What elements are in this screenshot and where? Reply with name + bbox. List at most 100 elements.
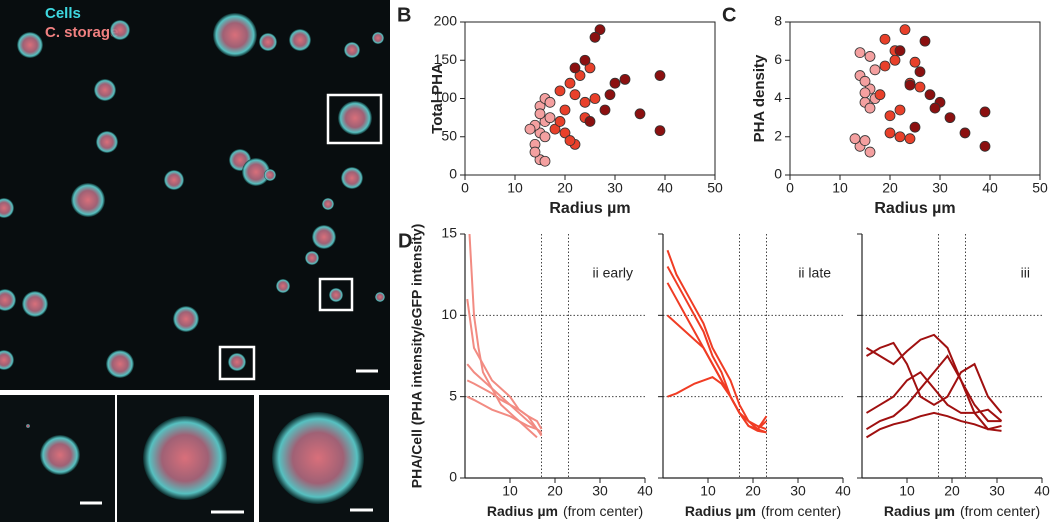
point	[889, 54, 901, 66]
point	[879, 33, 891, 45]
point	[849, 133, 861, 145]
point	[859, 135, 871, 146]
point	[569, 89, 581, 101]
point	[854, 47, 866, 58]
line	[466, 363, 543, 434]
x-tick-label: 30	[989, 483, 1005, 499]
x-axis-label-main: Radius µm	[685, 503, 756, 519]
point	[574, 70, 586, 81]
x-tick-label: 0	[461, 180, 469, 196]
x-tick-label: 20	[745, 483, 761, 499]
cell	[259, 33, 277, 51]
point	[914, 81, 926, 93]
point	[564, 135, 576, 146]
point	[634, 108, 646, 120]
point	[539, 131, 551, 143]
x-tick-label: 20	[944, 483, 960, 499]
cell	[228, 353, 246, 371]
point	[564, 77, 576, 89]
y-tick-label: 100	[434, 89, 458, 105]
panel-label: iii	[1021, 265, 1030, 281]
y-tick-label: 150	[434, 51, 458, 67]
point	[619, 73, 631, 85]
x-tick-label: 40	[657, 180, 673, 196]
cell	[143, 416, 227, 500]
cell	[264, 169, 276, 181]
x-tick-label: 40	[835, 483, 851, 499]
point	[529, 146, 541, 158]
point	[869, 64, 881, 76]
cell	[0, 289, 16, 311]
point	[979, 106, 991, 118]
cell	[96, 131, 118, 153]
point	[584, 116, 596, 127]
plot-frame	[789, 21, 1041, 176]
point	[859, 87, 871, 99]
point	[599, 104, 611, 116]
point	[879, 60, 891, 72]
cell	[110, 20, 130, 40]
y-axis-label: Total PHA	[429, 63, 446, 134]
point	[909, 56, 921, 68]
panel-letter: B	[397, 4, 411, 26]
point	[554, 116, 566, 127]
x-axis-label-main: Radius µm	[487, 503, 558, 519]
y-tick-label: 10	[441, 306, 457, 322]
y-tick-label: 2	[774, 127, 782, 143]
point	[539, 155, 551, 167]
point	[584, 62, 596, 74]
line	[466, 298, 543, 437]
x-tick-label: 10	[507, 180, 523, 196]
y-axis-label: PHA/Cell (PHA intensity/eGFP intensity)	[409, 224, 425, 489]
cell	[71, 183, 105, 217]
point	[874, 89, 886, 101]
cell	[312, 225, 336, 249]
point	[544, 112, 556, 124]
line	[865, 341, 1003, 414]
line	[666, 266, 767, 434]
point	[559, 104, 571, 116]
x-tick-label: 20	[547, 483, 563, 499]
point	[864, 146, 876, 158]
point	[579, 54, 591, 66]
selection-box	[318, 277, 354, 312]
cell	[276, 279, 290, 293]
cell	[372, 32, 384, 44]
point	[959, 127, 971, 139]
x-tick-label: 20	[557, 180, 573, 196]
cell	[40, 435, 80, 475]
y-tick-label: 200	[434, 13, 458, 29]
point	[864, 51, 876, 62]
y-tick-label: 15	[441, 225, 457, 241]
cell	[375, 292, 385, 302]
cell	[322, 198, 334, 210]
cell	[242, 158, 270, 186]
point	[604, 89, 616, 101]
x-axis-label: Radius µm (from center)	[487, 503, 643, 519]
cell	[213, 13, 257, 57]
x-tick-label: 30	[790, 483, 806, 499]
x-axis-label-note: (from center)	[960, 503, 1040, 519]
x-tick-label: 50	[1032, 180, 1048, 196]
selection-box	[326, 93, 383, 145]
cell	[94, 79, 116, 101]
panel-label: ii late	[798, 265, 831, 281]
cell	[344, 42, 360, 58]
cell	[289, 29, 311, 51]
point	[579, 96, 591, 108]
cell	[173, 306, 199, 332]
point	[914, 66, 926, 78]
x-axis-label: Radius µm	[874, 200, 955, 217]
cell	[329, 288, 343, 302]
point	[544, 96, 556, 108]
y-tick-label: 0	[449, 166, 457, 182]
x-tick-label: 30	[592, 483, 608, 499]
line	[666, 249, 767, 434]
line	[666, 314, 768, 431]
panel-letter: C	[722, 4, 736, 26]
x-tick-label: 10	[832, 180, 848, 196]
point	[594, 24, 606, 36]
x-tick-label: 30	[932, 180, 948, 196]
cell	[338, 101, 372, 135]
point	[919, 35, 931, 47]
